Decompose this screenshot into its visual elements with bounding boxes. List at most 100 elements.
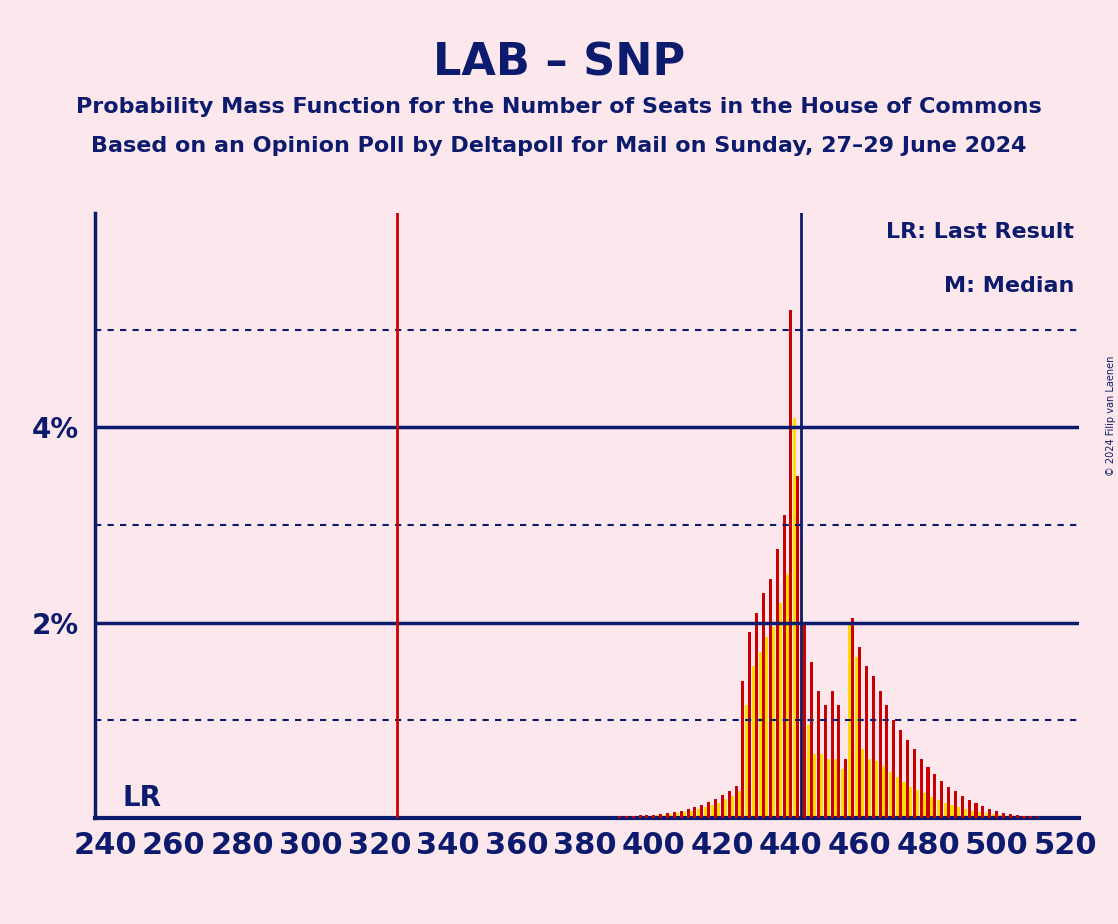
Bar [912,749,916,818]
Bar [751,666,755,818]
Bar [889,772,892,818]
Bar [854,657,858,818]
Bar [879,691,882,818]
Bar [885,706,889,818]
Bar [947,786,950,818]
Bar [896,777,899,818]
Bar [917,790,919,818]
Bar [748,632,751,818]
Bar [824,706,826,818]
Bar [707,802,710,818]
Bar [703,807,707,818]
Bar [728,791,731,818]
Bar [954,791,957,818]
Bar [648,816,652,818]
Bar [731,796,735,818]
Bar [992,814,995,818]
Bar [869,760,871,818]
Bar [803,623,806,818]
Bar [632,816,635,818]
Bar [960,796,964,818]
Text: LR: Last Result: LR: Last Result [885,222,1074,241]
Bar [985,813,988,818]
Bar [618,816,622,818]
Bar [814,754,816,818]
Bar [831,691,834,818]
Bar [827,760,831,818]
Bar [655,815,659,818]
Bar [837,706,841,818]
Bar [660,814,662,818]
Bar [817,691,819,818]
Bar [1018,816,1022,818]
Bar [1023,816,1025,818]
Bar [858,647,861,818]
Bar [680,811,683,818]
Bar [957,807,960,818]
Bar [964,808,967,818]
Bar [1033,817,1036,818]
Bar [841,769,844,818]
Bar [998,815,1002,818]
Bar [635,816,638,818]
Bar [638,815,642,818]
Bar [806,725,809,818]
Bar [1008,814,1012,818]
Bar [724,799,728,818]
Bar [1015,815,1018,818]
Bar [950,805,954,818]
Text: LR: LR [123,784,161,811]
Bar [738,791,741,818]
Bar [1012,816,1015,818]
Bar [711,805,713,818]
Bar [899,730,902,818]
Bar [762,593,765,818]
Bar [758,651,761,818]
Bar [783,516,786,818]
Bar [735,785,738,818]
Bar [673,812,676,818]
Bar [821,754,823,818]
Bar [872,676,874,818]
Bar [975,803,977,818]
Bar [718,803,720,818]
Bar [1005,816,1008,818]
Bar [834,760,837,818]
Bar [741,681,745,818]
Bar [902,782,906,818]
Bar [809,662,813,818]
Bar [755,613,758,818]
Bar [944,803,947,818]
Bar [968,800,970,818]
Bar [940,781,944,818]
Bar [766,638,768,818]
Bar [920,760,922,818]
Bar [700,805,703,818]
Text: LAB – SNP: LAB – SNP [433,42,685,85]
Bar [683,812,686,818]
Bar [875,761,878,818]
Text: Probability Mass Function for the Number of Seats in the House of Commons: Probability Mass Function for the Number… [76,97,1042,117]
Bar [690,811,693,818]
Bar [714,799,717,818]
Bar [799,540,803,818]
Bar [693,807,697,818]
Bar [625,816,628,818]
Bar [882,766,885,818]
Bar [645,815,648,818]
Bar [865,666,868,818]
Bar [972,811,974,818]
Text: © 2024 Filip van Laenen: © 2024 Filip van Laenen [1106,356,1116,476]
Bar [1002,813,1005,818]
Bar [776,549,779,818]
Bar [745,706,748,818]
Bar [923,794,926,818]
Bar [930,797,934,818]
Bar [796,476,799,818]
Text: Based on an Opinion Poll by Deltapoll for Mail on Sunday, 27–29 June 2024: Based on an Opinion Poll by Deltapoll fo… [92,136,1026,156]
Bar [937,800,940,818]
Bar [1040,817,1043,818]
Bar [686,808,690,818]
Bar [663,815,665,818]
Bar [773,627,775,818]
